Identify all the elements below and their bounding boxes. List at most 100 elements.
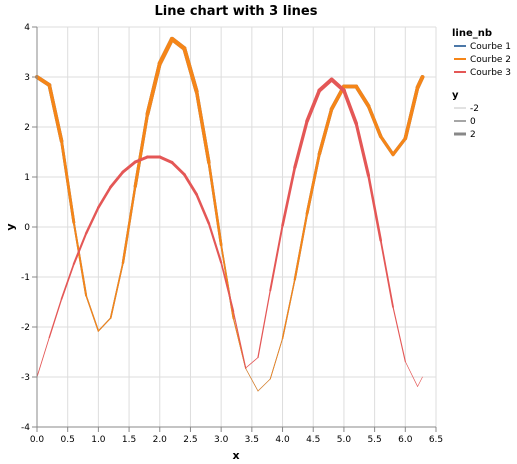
- series-segment: [97, 317, 112, 332]
- legend: line_nb Courbe 1 Courbe 2 Courbe 3 y -2 0 2: [452, 28, 511, 140]
- series-segment: [403, 85, 420, 141]
- series-segment: [84, 206, 100, 235]
- series-segment: [366, 104, 383, 139]
- series-segment: [97, 185, 112, 209]
- x-tick-label: 1.5: [122, 435, 136, 445]
- y-axis-title: y: [4, 223, 17, 230]
- series-segment: [379, 134, 395, 157]
- series-segment: [182, 46, 199, 94]
- size-legend-title: y: [452, 90, 459, 101]
- series-segment: [232, 310, 247, 369]
- series-segment: [109, 170, 125, 189]
- series-segment: [245, 357, 259, 369]
- series-segment: [269, 224, 284, 292]
- y-tick-label: -1: [21, 273, 30, 283]
- y-tick-label: 1: [24, 173, 30, 183]
- series-segment: [329, 77, 346, 93]
- series-segment: [60, 139, 76, 224]
- x-tick-label: 2.5: [183, 435, 197, 445]
- series-segment: [257, 289, 271, 359]
- series-segment: [257, 378, 271, 392]
- x-tick-label: 5.5: [367, 435, 381, 445]
- series-segment: [35, 75, 52, 87]
- x-tick-label: 3.0: [214, 435, 229, 445]
- axes: 0.0 0.5 1.0 1.5 2.0 2.5 3.0 3.5 4.0 4.5 5.0 5.5 6.0 6…: [21, 23, 443, 445]
- series-segment: [72, 232, 88, 266]
- y-tick-label: 0: [24, 223, 30, 233]
- x-tick-label: 2.0: [153, 435, 168, 445]
- series-segment: [404, 361, 418, 387]
- legend-label: Courbe 2: [470, 55, 511, 65]
- series-segment: [182, 173, 198, 196]
- y-tick-label: 3: [24, 73, 30, 83]
- x-tick-label: 4.0: [275, 435, 290, 445]
- legend-label: Courbe 3: [470, 68, 511, 78]
- x-tick-label: 4.5: [306, 435, 320, 445]
- series-segment: [207, 222, 223, 264]
- series-segment: [281, 166, 297, 227]
- series-segment: [121, 160, 137, 174]
- series-segment: [293, 119, 309, 170]
- color-legend-title: line_nb: [452, 28, 492, 39]
- legend-label: 0: [470, 117, 476, 127]
- series-line-3: [36, 77, 423, 387]
- x-tick-label: 5.0: [337, 435, 352, 445]
- series-segment: [415, 75, 425, 90]
- series-segment: [317, 107, 334, 156]
- series-segment: [157, 36, 175, 66]
- series-segment: [169, 36, 187, 51]
- x-tick-label: 6.0: [398, 435, 413, 445]
- series-segment: [195, 193, 211, 225]
- series-segment: [60, 263, 75, 300]
- series-segment: [379, 239, 394, 308]
- series-segment: [391, 136, 407, 157]
- y-tick-label: 4: [24, 23, 30, 33]
- y-tick-label: -2: [21, 323, 30, 333]
- series-segment: [72, 221, 88, 297]
- series-segment: [417, 376, 423, 387]
- series-segment: [48, 298, 63, 339]
- series-line-2: [35, 36, 425, 392]
- series-segment: [121, 185, 137, 265]
- legend-label: Courbe 1: [470, 42, 511, 52]
- series-segment: [133, 155, 150, 164]
- series-segment: [158, 155, 174, 165]
- series-segment: [293, 212, 309, 281]
- x-tick-label: 3.5: [245, 435, 259, 445]
- series-segment: [281, 278, 296, 340]
- x-tick-label: 1.0: [91, 435, 106, 445]
- series-segment: [305, 88, 322, 123]
- series-segment: [170, 161, 186, 176]
- series-segment: [220, 261, 235, 313]
- series-segment: [305, 152, 321, 215]
- legend-label: -2: [470, 104, 479, 114]
- series-segment: [342, 88, 359, 126]
- series-segment: [367, 174, 383, 242]
- x-tick-label: 6.5: [429, 435, 443, 445]
- series-segment: [354, 84, 371, 108]
- legend-label: 2: [470, 130, 476, 140]
- grid: [36, 26, 437, 428]
- series-segment: [207, 161, 223, 247]
- y-tick-label: -4: [21, 423, 30, 433]
- y-tick-label: 2: [24, 123, 30, 133]
- x-axis-title: x: [232, 449, 239, 462]
- x-tick-label: 0.0: [30, 435, 45, 445]
- chart-title: Line chart with 3 lines: [155, 4, 318, 19]
- series-segment: [36, 337, 50, 378]
- series-segment: [47, 83, 64, 143]
- y-tick-label: -3: [21, 373, 30, 383]
- x-tick-label: 0.5: [61, 435, 75, 445]
- series-segment: [269, 338, 283, 380]
- series-segment: [85, 294, 100, 332]
- series-segment: [245, 368, 259, 392]
- series-segment: [133, 112, 150, 189]
- series-segment: [354, 121, 371, 178]
- series-segment: [317, 77, 334, 93]
- series-layer: [35, 36, 425, 392]
- series-segment: [109, 262, 124, 319]
- series-segment: [194, 89, 211, 165]
- series-segment: [392, 306, 406, 363]
